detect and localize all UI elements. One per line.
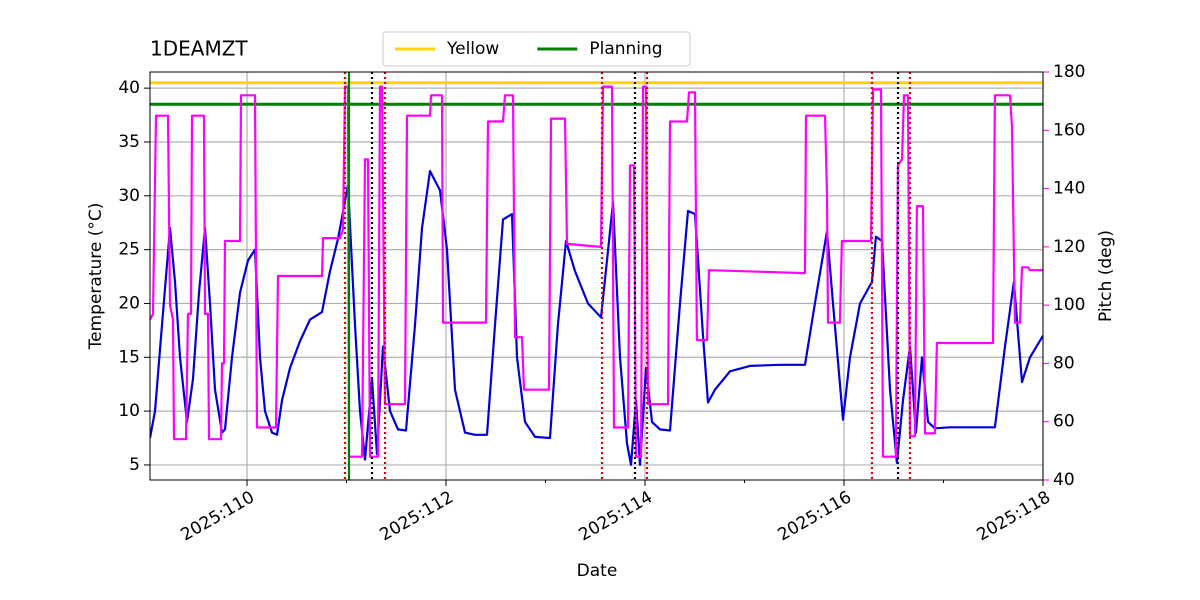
legend-label: Yellow <box>446 39 499 59</box>
x-tick-label: 2025:110 <box>177 487 258 545</box>
y-tick-label: 35 <box>118 132 140 152</box>
x-tick-label: 2025:116 <box>774 487 855 545</box>
plot-frame <box>149 71 1044 481</box>
y2-tick-label: 60 <box>1053 412 1075 432</box>
y2-tick-label: 140 <box>1053 179 1085 199</box>
line-series <box>150 85 1043 458</box>
y2-tick-label: 120 <box>1053 237 1085 257</box>
y-tick-label: 25 <box>118 240 140 260</box>
y-tick-label: 15 <box>118 347 140 367</box>
x-axis-label: Date <box>577 561 618 581</box>
y-tick-label: 10 <box>118 401 140 421</box>
y-tick-label: 5 <box>129 455 140 475</box>
x-tick-label: 2025:118 <box>973 487 1054 545</box>
y2-tick-label: 180 <box>1053 62 1085 82</box>
x-tick-label: 2025:112 <box>376 487 457 545</box>
x-tick-label: 2025:114 <box>575 487 656 545</box>
y-tick-label: 30 <box>118 186 140 206</box>
y2-axis-label: Pitch (deg) <box>1096 230 1116 322</box>
y2-tick-label: 40 <box>1053 470 1075 490</box>
legend-frame <box>382 31 691 67</box>
y-tick-label: 20 <box>118 293 140 313</box>
y-tick-label: 40 <box>118 78 140 98</box>
y2-tick-label: 160 <box>1053 120 1085 140</box>
legend-label: Planning <box>589 39 662 59</box>
y2-tick-label: 100 <box>1053 295 1085 315</box>
plot <box>150 72 1043 480</box>
y2-tick-label: 80 <box>1053 353 1075 373</box>
legend: Yellow Planning <box>382 31 691 67</box>
y-axis-label: Temperature (°C) <box>86 203 106 351</box>
chart-title: 1DEAMZT <box>150 37 248 61</box>
